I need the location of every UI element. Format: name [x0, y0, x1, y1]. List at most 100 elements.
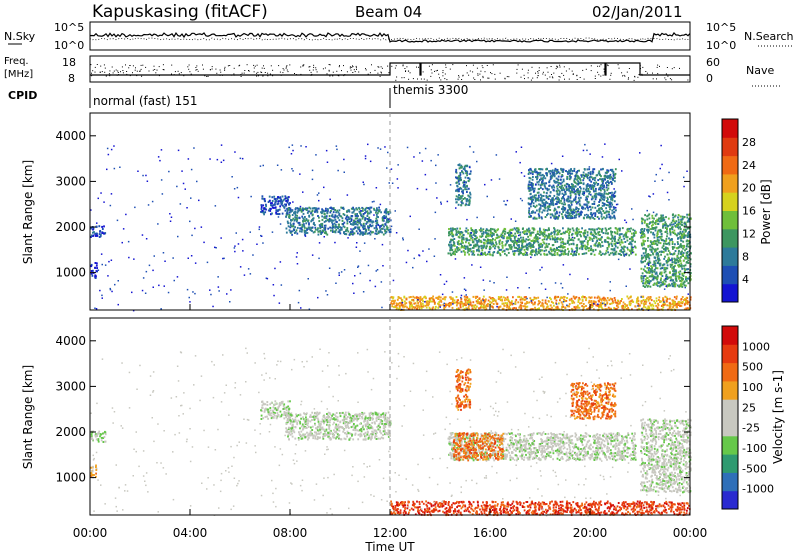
range-cell — [296, 211, 299, 214]
nave-dot — [155, 72, 157, 74]
range-cell — [625, 235, 628, 238]
range-cell — [603, 198, 606, 201]
range-cell — [669, 297, 671, 300]
range-cell — [554, 212, 557, 215]
range-cell — [550, 300, 553, 303]
nave-dot — [607, 65, 609, 67]
range-cell — [509, 239, 512, 241]
range-cell — [491, 254, 494, 257]
range-cell — [520, 251, 522, 254]
range-cell — [436, 296, 438, 299]
range-cell — [569, 239, 572, 241]
range-cell — [466, 302, 469, 305]
range-cell — [589, 184, 591, 187]
range-cell — [533, 237, 536, 240]
range-cell — [475, 239, 478, 242]
range-cell — [621, 298, 623, 300]
range-cell — [332, 208, 335, 211]
range-cell — [590, 304, 593, 306]
range-cell — [497, 298, 500, 300]
range-cell — [571, 191, 574, 194]
range-cell — [506, 302, 509, 305]
range-cell — [653, 300, 655, 303]
nave-dot — [402, 64, 404, 66]
range-cell — [462, 305, 464, 308]
range-cell — [559, 190, 561, 193]
range-cell — [509, 304, 511, 306]
range-cell — [560, 301, 563, 304]
range-cell — [553, 207, 556, 210]
nave-dot — [516, 72, 518, 74]
range-cell — [284, 203, 286, 206]
range-cell — [601, 198, 604, 201]
range-cell — [657, 258, 659, 260]
range-cell — [535, 217, 538, 220]
range-cell — [542, 182, 545, 185]
nave-dot — [282, 72, 284, 74]
range-cell — [617, 299, 619, 302]
range-cell — [277, 200, 280, 203]
nave-dot — [405, 70, 407, 72]
range-cell — [677, 252, 680, 255]
range-cell — [590, 300, 593, 302]
range-cell — [464, 251, 466, 254]
range-cell — [595, 195, 597, 198]
range-cell — [581, 240, 584, 243]
range-cell — [599, 194, 602, 197]
range-cell — [675, 271, 677, 274]
range-cell — [287, 198, 289, 201]
nave-dot — [600, 64, 602, 66]
range-cell — [556, 306, 559, 309]
range-cell — [591, 172, 594, 175]
range-cell — [533, 194, 536, 197]
range-cell — [525, 248, 528, 250]
range-cell — [573, 211, 575, 214]
range-cell — [642, 243, 644, 246]
nave-dot — [332, 71, 334, 73]
range-cell — [404, 302, 407, 305]
range-cell — [616, 246, 619, 249]
range-cell — [594, 300, 597, 303]
range-cell — [585, 305, 587, 307]
range-cell — [541, 303, 544, 306]
range-cell — [669, 224, 671, 227]
range-cell — [604, 239, 606, 242]
range-cell — [602, 185, 604, 188]
range-cell — [469, 249, 472, 252]
range-cell — [277, 209, 280, 212]
nave-dot — [656, 78, 657, 80]
nave-dot — [261, 72, 263, 73]
range-cell — [682, 253, 684, 256]
range-cell — [645, 248, 647, 251]
nave-dot — [517, 64, 519, 66]
nave-dot — [646, 72, 648, 74]
range-cell — [504, 228, 507, 231]
range-cell — [540, 304, 542, 307]
range-cell — [308, 215, 311, 218]
range-cell — [603, 212, 606, 214]
nave-dot — [527, 77, 529, 79]
range-cell — [476, 295, 479, 298]
range-cell — [288, 216, 290, 218]
range-cell — [554, 295, 557, 298]
range-cell — [640, 280, 643, 283]
range-cell — [568, 186, 571, 189]
range-cell — [476, 241, 479, 244]
nave-dot — [224, 68, 226, 70]
range-cell — [90, 234, 93, 237]
range-cell — [574, 185, 577, 188]
range-cell — [518, 295, 521, 298]
nave-dot — [233, 74, 235, 76]
range-cell — [688, 220, 691, 223]
range-cell — [453, 250, 456, 253]
range-cell — [584, 168, 586, 171]
range-cell — [568, 231, 571, 233]
range-cell — [659, 267, 662, 270]
range-cell — [302, 223, 305, 226]
nave-dot — [240, 76, 242, 77]
range-cell — [622, 305, 624, 308]
range-cell — [621, 227, 624, 230]
range-cell — [458, 183, 461, 185]
range-cell — [303, 208, 305, 211]
